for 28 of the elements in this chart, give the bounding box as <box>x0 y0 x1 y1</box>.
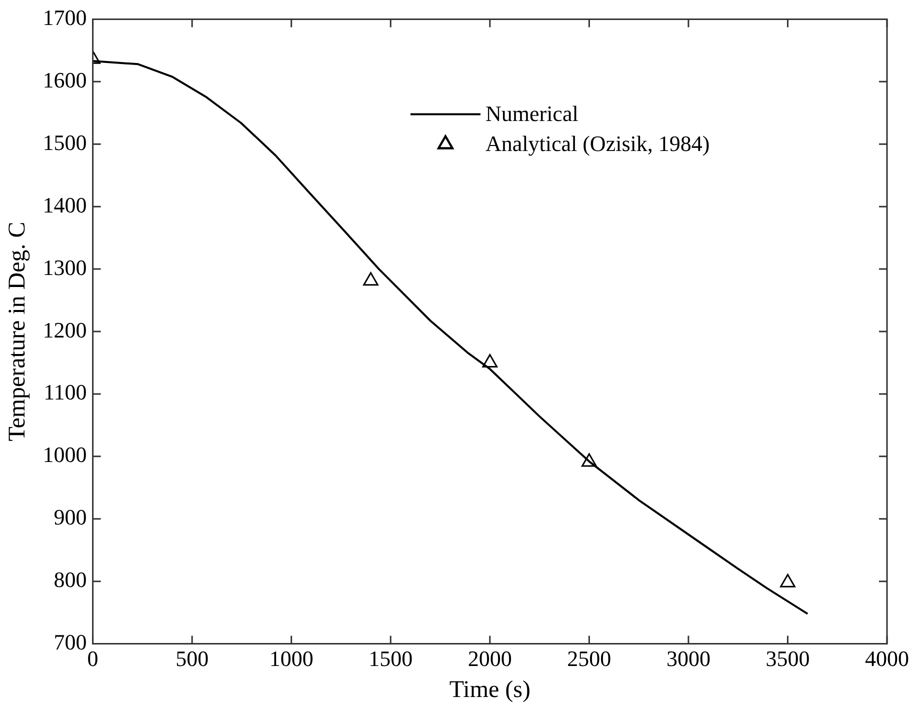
x-tick-label: 2500 <box>567 646 612 671</box>
point <box>581 453 597 467</box>
y-tick-label: 800 <box>54 567 87 592</box>
y-axis-title: Temperature in Deg. C <box>4 222 31 442</box>
x-tick-label: 4000 <box>865 646 909 671</box>
x-tick-label: 500 <box>176 646 209 671</box>
y-tick-label: 900 <box>54 504 87 530</box>
y-tick-label: 700 <box>54 630 87 655</box>
y-tick-label: 1400 <box>42 192 87 218</box>
point <box>482 354 498 368</box>
point <box>363 272 378 286</box>
x-tick-label: 1000 <box>269 646 314 671</box>
x-tick-label: 3500 <box>766 646 810 671</box>
y-tick-label: 1700 <box>42 4 87 30</box>
x-tick-label: 0 <box>87 646 98 671</box>
y-tick-label: 1300 <box>42 254 87 280</box>
x-tick-label: 1500 <box>368 646 413 671</box>
legend-label: Numerical <box>485 100 578 126</box>
y-tick-label: 1100 <box>44 380 87 405</box>
y-tick-label: 1200 <box>42 317 87 342</box>
x-tick-label: 2000 <box>468 646 512 671</box>
point <box>780 574 796 588</box>
y-tick-label: 1000 <box>42 442 87 468</box>
x-axis-title: Time (s) <box>449 676 530 703</box>
y-tick-label: 1500 <box>42 130 87 155</box>
y-tick-label: 1600 <box>42 67 87 92</box>
x-tick-label: 3000 <box>666 646 710 671</box>
legend-label: Analytical (Ozisik, 1984) <box>485 130 710 156</box>
